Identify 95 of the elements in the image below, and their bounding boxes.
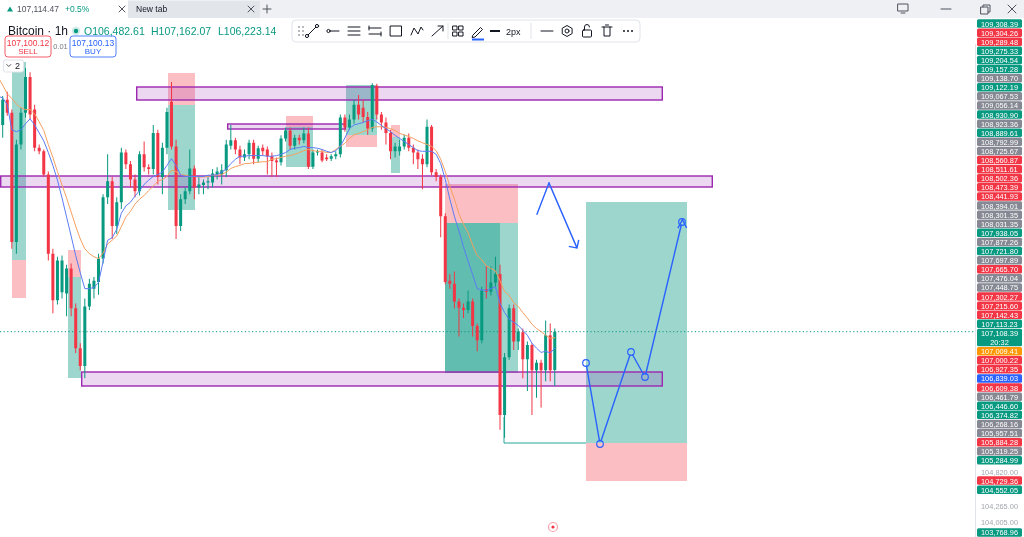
candlestick [106,154,110,205]
candlestick [503,353,507,438]
candlestick [247,139,251,160]
chart-title: Bitcoin · 1h [8,24,69,38]
candlestick [466,290,470,314]
candlestick [69,263,73,317]
candlestick [138,151,142,196]
text: +0.5% [65,4,90,15]
candlestick [475,323,479,352]
candlestick [197,177,201,195]
candlestick [320,149,324,163]
annotation: 2 [14,60,21,71]
candlestick [188,149,192,195]
text: O106,482.61 [84,25,145,37]
annotation: 107,100.13 [71,37,115,48]
candlestick [462,303,466,319]
candlestick [174,139,178,239]
candlestick [265,146,269,175]
candlestick [325,154,329,162]
candlestick [389,129,393,160]
candlestick [55,256,59,305]
candlestick [151,124,155,175]
candlestick [361,99,365,123]
candlestick [329,154,333,162]
candlestick [398,139,402,156]
candlestick [539,359,543,408]
text: L106,223.14 [218,25,277,37]
candlestick [51,248,55,314]
candlestick [256,145,260,163]
candlestick [42,149,46,178]
candlestick [10,109,14,249]
candlestick [416,149,420,170]
candlestick [87,278,91,311]
candlestick [78,343,82,371]
candlestick [430,124,434,176]
candlestick [548,323,552,382]
candlestick [110,177,114,239]
annotation: 107,100.12 [6,37,50,48]
candlestick [343,114,347,132]
candlestick [434,169,438,182]
candlestick [183,187,187,205]
candlestick [128,161,132,188]
candlestick [24,67,28,118]
candlestick [124,149,128,170]
candlestick [147,164,151,175]
text: New tab [136,4,168,15]
candlestick [279,135,283,166]
candlestick [115,197,119,235]
candlestick [211,169,215,188]
candlestick [530,343,534,415]
candlestick [512,304,516,350]
candlestick [471,298,475,337]
candlestick [201,179,205,195]
candlestick [375,83,379,120]
candlestick [252,139,256,165]
candlestick [170,82,174,150]
candlestick [160,142,164,195]
candlestick [535,359,539,398]
candlestick [119,147,123,209]
candlestick [233,137,237,155]
candlestick [425,119,429,168]
candlestick [521,328,525,379]
candlestick [352,99,356,124]
candlestick [192,165,196,200]
candlestick [133,174,137,198]
candlestick [334,151,338,160]
candlestick [498,264,502,430]
candlestick [74,303,78,354]
candlestick [357,94,361,120]
candlestick [156,129,160,185]
candlestick [443,213,447,285]
candlestick [238,145,242,165]
candlestick [347,114,351,130]
candlestick [274,157,278,178]
candlestick [370,83,374,132]
candlestick [142,141,146,172]
candlestick [420,154,424,190]
candlestick [46,171,50,261]
text: 107,114.47 [17,4,60,15]
candlestick [19,107,23,150]
candlestick [439,174,443,238]
candlestick [165,107,169,155]
candlestick [14,139,18,254]
candlestick [457,298,461,337]
annotation: BUY [84,47,102,57]
candlestick [338,114,342,158]
text: 2px [506,26,522,37]
candlestick [525,341,529,392]
candlestick [1,96,5,138]
candlestick [393,142,397,158]
annotation: SELL [18,47,39,57]
candlestick [179,194,183,232]
candlestick [452,271,456,309]
text: H107,162.07 [151,25,212,37]
candlestick [101,194,105,264]
